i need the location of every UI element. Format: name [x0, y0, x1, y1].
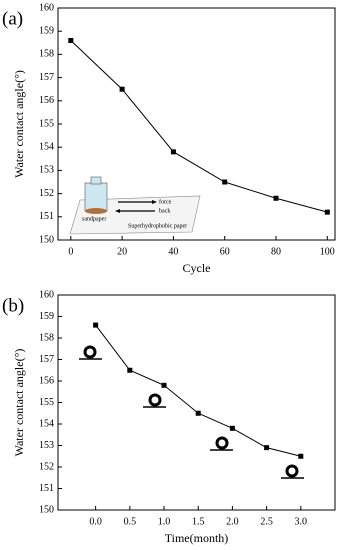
- droplet: [210, 436, 233, 451]
- marker: [195, 410, 201, 416]
- y-tick-label: 152: [39, 188, 54, 199]
- y-tick-label: 159: [39, 25, 54, 36]
- droplet: [281, 464, 304, 479]
- marker: [324, 209, 330, 215]
- y-tick-label: 158: [39, 49, 54, 60]
- x-tick-label: 1.0: [158, 516, 171, 527]
- marker: [161, 382, 167, 388]
- y-tick-label: 160: [39, 289, 54, 300]
- x-tick-label: 80: [271, 246, 281, 257]
- data-line: [70, 40, 328, 213]
- y-tick-label: 150: [39, 234, 54, 245]
- y-axis-label: Water contact angle(°): [12, 70, 26, 178]
- y-tick-label: 151: [39, 483, 54, 494]
- x-tick-label: 1.5: [192, 516, 205, 527]
- x-axis-label: Time(month): [165, 531, 229, 545]
- x-tick-label: 40: [168, 246, 178, 257]
- force-arrowhead: [152, 200, 157, 204]
- x-tick-label: 2.0: [226, 516, 239, 527]
- marker: [264, 445, 270, 451]
- marker: [119, 86, 125, 92]
- x-tick-label: 0.0: [89, 516, 102, 527]
- marker: [229, 425, 235, 431]
- y-tick-label: 150: [39, 504, 54, 515]
- x-tick-label: 20: [117, 246, 127, 257]
- data-line: [95, 324, 301, 457]
- back-arrowhead: [115, 209, 120, 213]
- y-tick-label: 153: [39, 440, 54, 451]
- y-tick-label: 160: [39, 2, 54, 13]
- y-tick-label: 157: [39, 354, 54, 365]
- y-tick-label: 156: [39, 375, 54, 386]
- marker: [127, 367, 133, 373]
- inset-label: Superhydrophobic paper: [128, 223, 187, 229]
- panel-label: (a): [2, 8, 23, 29]
- y-tick-label: 151: [39, 211, 54, 222]
- marker: [298, 453, 304, 459]
- x-tick-label: 60: [220, 246, 230, 257]
- y-tick-label: 157: [39, 72, 54, 83]
- inset-label: back: [159, 208, 170, 214]
- marker: [273, 195, 279, 201]
- y-tick-label: 153: [39, 165, 54, 176]
- inset-label: force: [159, 198, 172, 205]
- droplet: [143, 393, 166, 408]
- y-tick-label: 154: [39, 418, 54, 429]
- droplet-icons: [79, 345, 304, 479]
- marker: [68, 37, 74, 43]
- y-axis-label: Water contact angle(°): [12, 349, 26, 457]
- y-tick-label: 156: [39, 95, 54, 106]
- y-tick-label: 155: [39, 118, 54, 129]
- marker: [170, 149, 176, 155]
- inset-label: sandpaper: [82, 216, 106, 222]
- x-tick-label: 3.0: [295, 516, 308, 527]
- x-tick-label: 0.5: [124, 516, 137, 527]
- y-tick-label: 152: [39, 461, 54, 472]
- weight-top: [90, 176, 102, 185]
- x-tick-label: 2.5: [260, 516, 273, 527]
- x-tick-label: 0: [68, 246, 73, 257]
- x-tick-label: 100: [320, 246, 335, 257]
- y-tick-label: 158: [39, 332, 54, 343]
- droplet: [79, 345, 102, 360]
- marker: [222, 179, 228, 185]
- marker: [93, 322, 99, 328]
- panel-label: (b): [2, 295, 24, 316]
- x-axis-label: Cycle: [183, 261, 211, 275]
- y-tick-label: 159: [39, 311, 54, 322]
- sandpaper-disk: [85, 208, 107, 214]
- y-tick-label: 155: [39, 397, 54, 408]
- y-tick-label: 154: [39, 141, 54, 152]
- weight-body: [84, 182, 108, 212]
- inset-diagram: force back sandpaper Superhydrophobic pa…: [69, 176, 201, 235]
